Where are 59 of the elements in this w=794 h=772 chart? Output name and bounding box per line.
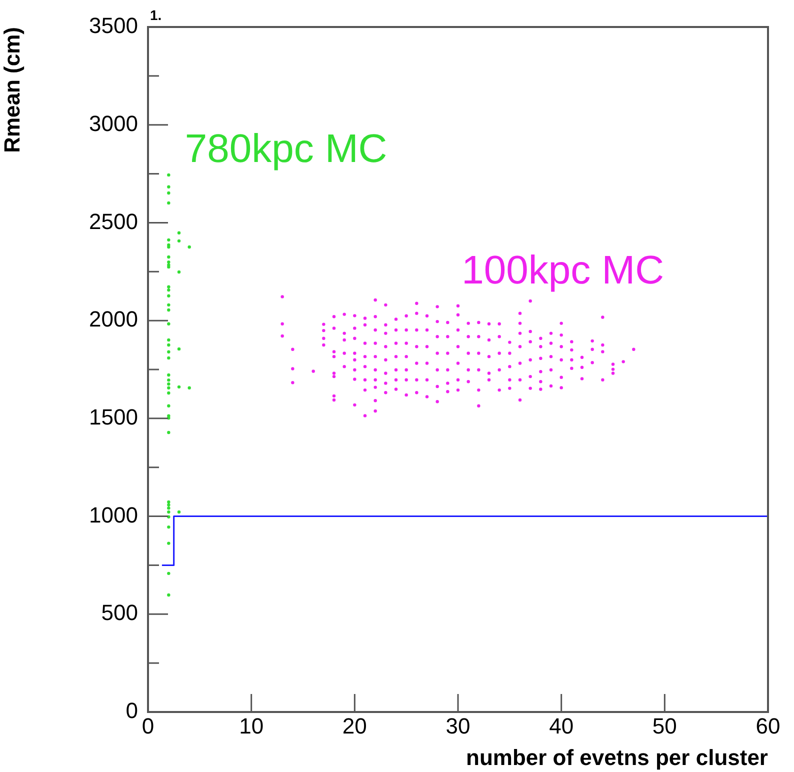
point xyxy=(167,238,170,242)
point xyxy=(177,239,181,243)
point xyxy=(188,386,191,390)
point xyxy=(167,294,170,298)
point xyxy=(167,285,170,289)
point xyxy=(167,391,170,395)
point xyxy=(177,231,181,234)
point xyxy=(167,373,170,377)
x-tick-label: 20 xyxy=(342,713,367,738)
point xyxy=(167,338,170,342)
point xyxy=(167,288,170,292)
y-tick-label: 1500 xyxy=(89,404,138,430)
point xyxy=(167,572,170,576)
point xyxy=(167,382,170,386)
point xyxy=(167,350,170,354)
point xyxy=(177,347,181,351)
point xyxy=(167,500,170,504)
point xyxy=(167,404,170,408)
point xyxy=(167,173,170,177)
y-tick-label: 2000 xyxy=(89,306,138,332)
y-tick-label: 3000 xyxy=(89,110,138,136)
point xyxy=(167,510,170,514)
point xyxy=(167,503,170,507)
point xyxy=(167,542,170,545)
point xyxy=(167,430,170,434)
y-tick-label: 3500 xyxy=(89,13,138,38)
point xyxy=(167,593,170,597)
point xyxy=(177,385,181,389)
x-tick-label: 50 xyxy=(652,713,677,738)
x-tick-label: 10 xyxy=(239,713,264,738)
x-tick-label: 0 xyxy=(142,713,154,738)
point xyxy=(188,245,191,249)
x-axis-title: number of evetns per cluster xyxy=(466,744,768,770)
y-tick-label: 2500 xyxy=(89,208,138,234)
point xyxy=(167,303,170,307)
y-axis-title: Rmean (cm) xyxy=(0,27,24,153)
point xyxy=(177,270,181,274)
y-tick-label: 1000 xyxy=(89,502,138,528)
point xyxy=(167,255,170,259)
text: 1. xyxy=(150,6,162,23)
series-label: 780kpc MC xyxy=(184,126,388,171)
series-label: 100kpc MC xyxy=(462,248,664,293)
point xyxy=(167,525,170,529)
y-tick-label: 500 xyxy=(101,600,138,626)
point xyxy=(167,322,170,326)
point xyxy=(167,185,170,188)
point xyxy=(167,356,170,360)
point xyxy=(167,343,170,347)
point xyxy=(167,308,170,312)
x-tick-label: 60 xyxy=(756,713,780,738)
point xyxy=(177,510,181,514)
point xyxy=(167,260,170,264)
x-tick-label: 30 xyxy=(446,713,470,738)
point xyxy=(167,201,170,205)
point xyxy=(167,378,170,382)
point xyxy=(167,506,170,510)
x-tick-label: 40 xyxy=(549,713,574,738)
point xyxy=(167,386,170,390)
point xyxy=(167,191,170,195)
